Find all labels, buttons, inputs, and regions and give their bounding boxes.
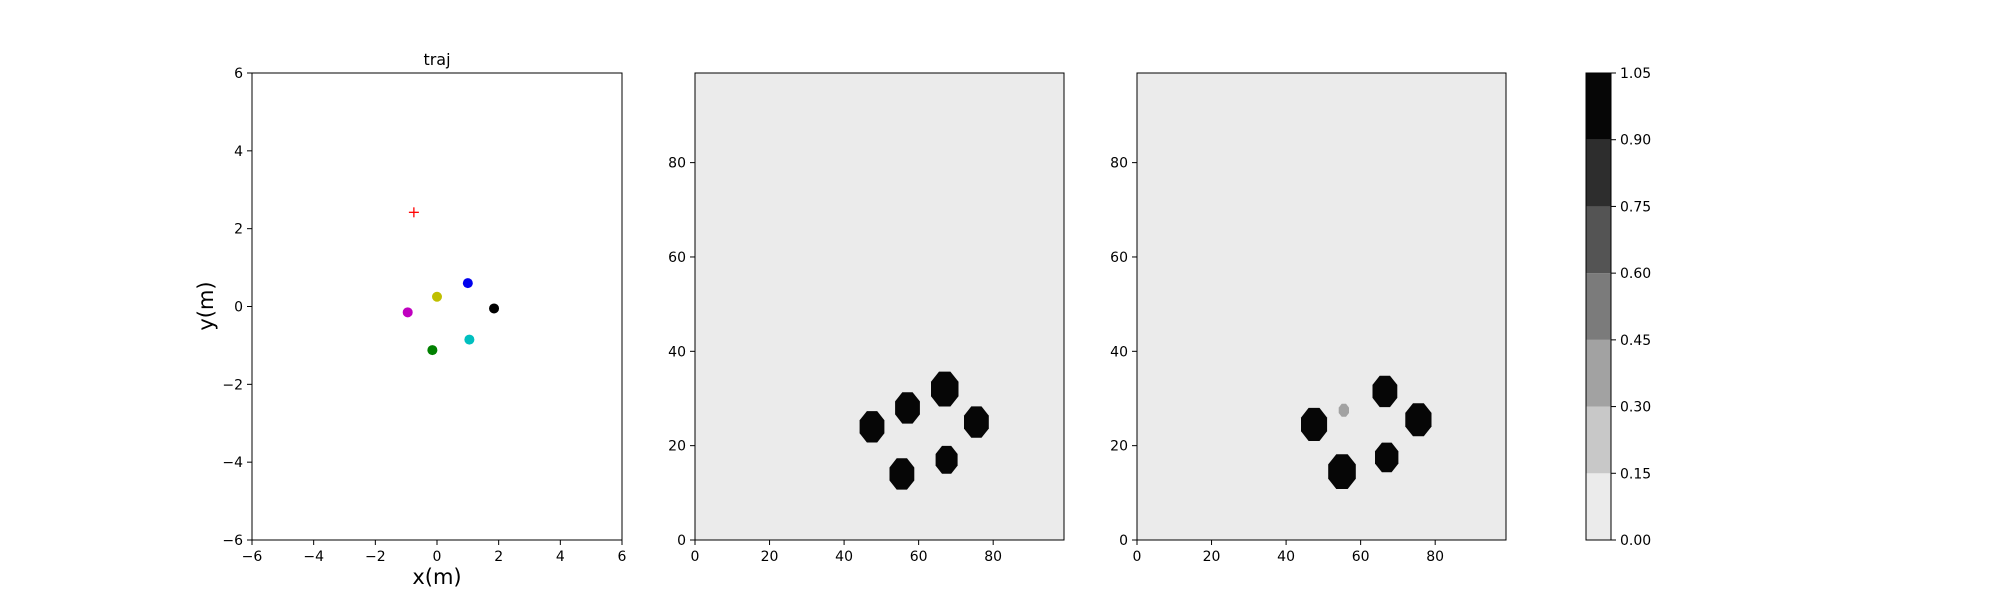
panel2-x-tick-label: 60 [910,549,928,565]
colorbar-band-6 [1586,73,1611,140]
panel2-blob-4 [889,458,915,490]
panel1-y-tick-label: −2 [222,377,243,393]
panel1-x-tick-label: 0 [433,549,442,565]
colorbar-band-0 [1586,473,1611,540]
colorbar-tick-label: 0.15 [1620,466,1651,482]
colorbar-tick-label: 0.45 [1620,333,1651,349]
scatter-point-2 [489,303,500,314]
scatter-point-5 [427,345,438,356]
panel3-blobs [1301,375,1432,489]
panel1-title: traj [423,50,450,69]
scatter-point-3 [402,307,413,318]
panel2-blobs [859,371,989,490]
panel1-frame [251,72,623,541]
panel1-x-axis-label: x(m) [412,565,461,589]
colorbar-band-3 [1586,273,1611,340]
panel2-x-tick-label: 0 [691,549,700,565]
panel2-y-tick-label: 40 [668,344,686,360]
panel3-y-tick-label: 20 [1110,439,1128,455]
colorbar-bands [1586,73,1611,540]
colorbar-band-2 [1586,339,1611,407]
panel3-blob-5 [1338,403,1349,417]
panel1-x-tick-label: 2 [494,549,503,565]
panel1-y-axis-label: y(m) [194,281,218,330]
panel3-frame [1136,72,1507,541]
panel3-background [1137,73,1506,540]
panel3-x-tick-label: 60 [1352,549,1370,565]
panel2-x-tick-label: 80 [984,549,1002,565]
colorbar-tick-label: 0.60 [1620,266,1651,282]
panel1-x-tick-label: −6 [242,549,263,565]
colorbar-band-4 [1586,206,1611,274]
panel3-y-tick-label: 60 [1110,250,1128,266]
panel2-x-tick-label: 40 [835,549,853,565]
panel1-x-tick-label: 4 [556,549,565,565]
panel1-plot-area [252,73,622,540]
scatter-point-target [408,207,419,218]
panel1-y-tick-label: −4 [222,455,243,471]
panel1-x-tick-label: −4 [303,549,324,565]
colorbar-frame [1585,72,1612,541]
panel3-blob-1 [1328,454,1356,489]
colorbar-tick-label: 0.90 [1620,133,1651,149]
panel3-blob-4 [1375,442,1399,473]
scatter-point-0 [462,278,473,289]
colorbar-tick-label: 1.05 [1620,66,1651,82]
panel2-y-tick-label: 80 [668,156,686,172]
panel1-ticks: −6 −4 −2 0 2 4 6 −6 −4 −2 0 2 4 6 [222,66,626,565]
panel1-y-tick-label: 4 [234,144,243,160]
scatter-point-1 [432,291,442,302]
colorbar-tick-label: 0.00 [1620,533,1651,549]
panel3-blob-3 [1405,403,1432,437]
panel3-y-tick-label: 40 [1110,344,1128,360]
panel3-y-tick-label: 80 [1110,156,1128,172]
panel3-x-tick-label: 20 [1203,549,1221,565]
panel2-y-tick-label: 0 [677,533,686,549]
colorbar-tick-label: 0.30 [1620,400,1651,416]
panel1-y-tick-label: 6 [234,66,243,82]
panel3-y-tick-label: 0 [1119,533,1128,549]
colorbar-tick-label: 0.75 [1620,199,1651,215]
panel2-frame [694,72,1065,541]
panel2-y-tick-label: 20 [668,439,686,455]
colorbar: 0.00 0.15 0.30 0.45 0.60 0.75 0.90 1.05 [1585,66,1651,549]
colorbar-ticks: 0.00 0.15 0.30 0.45 0.60 0.75 0.90 1.05 [1611,66,1651,549]
colorbar-band-5 [1586,139,1611,207]
heatmap-panel-2: 0 20 40 60 80 0 20 40 60 80 [1110,72,1507,565]
panel3-blob-0 [1301,407,1328,441]
colorbar-band-1 [1586,406,1611,474]
panel3-blob-2 [1372,375,1398,408]
heatmap-panel-1: 0 20 40 60 80 0 20 40 60 80 [668,72,1065,565]
panel3-ticks: 0 20 40 60 80 0 20 40 60 80 [1110,156,1444,565]
panel1-x-tick-label: 6 [618,549,627,565]
panel1-x-tick-label: −2 [365,549,386,565]
panel2-blob-1 [895,392,920,424]
panel1-y-tick-label: 2 [234,222,243,238]
panel2-y-tick-label: 60 [668,250,686,266]
trajectory-panel: traj −6 −4 −2 0 2 4 6 −6 −4 −2 0 2 4 6 x(m) y(m) [194,50,627,589]
panel2-blob-5 [935,445,958,474]
panel1-y-tick-label: −6 [222,533,243,549]
panel2-ticks: 0 20 40 60 80 0 20 40 60 80 [668,156,1002,565]
panel2-x-tick-label: 20 [761,549,779,565]
panel2-blob-2 [931,371,959,407]
panel3-x-tick-label: 0 [1133,549,1142,565]
panel1-points [402,207,500,356]
scatter-point-4 [464,334,475,345]
panel2-blob-3 [964,406,989,438]
panel3-x-tick-label: 40 [1277,549,1295,565]
panel3-x-tick-label: 80 [1426,549,1444,565]
panel2-background [695,73,1064,540]
panel2-blob-0 [859,411,885,443]
panel1-y-tick-label: 0 [234,300,243,316]
